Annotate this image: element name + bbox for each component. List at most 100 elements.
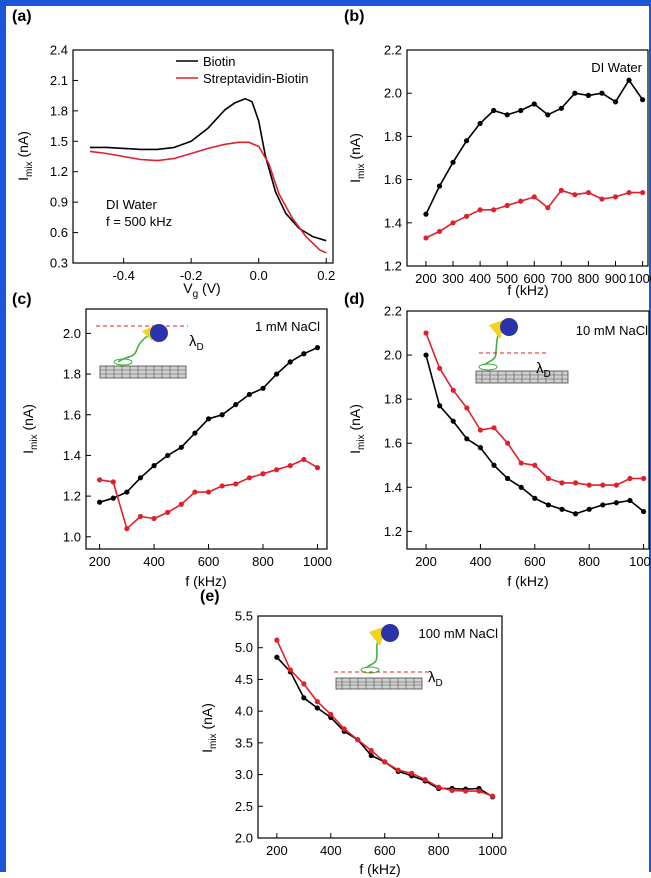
y-ticks-b: 1.2 1.4 1.6 1.8 2.0 2.2	[384, 43, 412, 274]
data-point-c-1-8	[205, 489, 212, 495]
data-point-b-1-13	[599, 196, 605, 202]
y-tick-label-b-5: 2.2	[384, 43, 402, 58]
plot-frame-b	[406, 49, 649, 267]
data-point-b-0-10	[558, 105, 564, 111]
substrate-c	[99, 365, 187, 379]
lambda-d-label-c: λD	[189, 333, 204, 353]
data-point-d-0-15	[627, 497, 633, 504]
y-tick-label-e-3: 3.5	[235, 735, 253, 750]
x-tick-label-b-8: 1000	[628, 271, 651, 286]
data-point-c-1-13	[274, 467, 280, 473]
data-point-e-0-3	[314, 705, 320, 711]
x-tick-label-b-5: 700	[550, 271, 572, 286]
data-point-e-1-10	[409, 770, 415, 776]
inset-schematic-c	[96, 324, 188, 379]
data-point-c-1-12	[260, 471, 266, 477]
data-point-e-1-15	[476, 788, 482, 794]
y-tick-label-e-2: 3.0	[235, 767, 253, 782]
y-tick-label-a-7: 2.4	[50, 43, 68, 58]
annotation-frequency-a: f = 500 kHz	[106, 214, 172, 229]
data-point-c-0-16	[314, 345, 321, 351]
protein-sphere-c	[150, 324, 168, 342]
annotation-nacl-d: 10 mM NaCl	[576, 323, 648, 338]
y-tick-label-e-7: 5.5	[235, 609, 253, 624]
data-point-c-1-7	[192, 489, 198, 495]
data-point-c-0-9	[219, 412, 225, 418]
data-point-d-1-6	[505, 440, 511, 446]
biotin-c	[113, 358, 133, 366]
data-point-c-0-13	[274, 371, 280, 377]
y-tick-label-a-0: 0.3	[50, 256, 68, 271]
x-axis-label-b: f (kHz)	[507, 282, 548, 298]
data-point-e-0-7	[368, 752, 374, 759]
y-tick-label-a-4: 1.5	[50, 134, 68, 149]
series-line-a-0	[89, 97, 327, 242]
data-point-b-1-16	[639, 189, 646, 196]
data-point-d-0-1	[437, 403, 443, 409]
data-point-e-1-0	[274, 637, 280, 643]
y-tick-label-d-2: 1.6	[384, 436, 402, 451]
y-tick-label-d-0: 1.2	[384, 524, 402, 539]
data-point-c-1-16	[314, 465, 321, 471]
x-tick-label-b-6: 800	[578, 271, 600, 286]
data-point-e-1-12	[436, 784, 442, 790]
data-point-b-0-12	[585, 92, 592, 98]
data-point-b-1-6	[504, 202, 510, 209]
data-point-d-1-10	[559, 480, 565, 486]
x-ticks-a: -0.4 -0.2 0.0 0.2	[112, 258, 335, 283]
panel-e: (e) λD 200 400 600 800 1000 2.0 2.5 3.0 3.5 4.0 4…	[186, 586, 507, 878]
x-axis-label-e: f (kHz)	[359, 861, 400, 877]
series-line-e-1	[276, 639, 493, 797]
panel-c: (c) λD 200 400 600 800 1000 1.0 1.2 1.4 1.6 1.8 2…	[6, 289, 336, 589]
data-point-e-1-11	[422, 777, 428, 783]
x-tick-label-d-3: 800	[578, 554, 600, 569]
data-point-c-0-7	[192, 430, 198, 436]
chart-b: 2003004005006007008009001000 1.21.41.61.…	[347, 43, 651, 299]
y-tick-label-e-6: 5.0	[235, 640, 253, 655]
data-point-c-0-15	[301, 351, 307, 357]
series-group-a	[89, 97, 327, 254]
y-tick-label-d-5: 2.2	[384, 304, 402, 319]
plot-frame-d	[406, 310, 650, 550]
y-tick-label-b-2: 1.6	[384, 172, 402, 187]
data-point-d-1-12	[586, 482, 592, 488]
chart-d: λD 200 400 600 800 1000 1.2 1.4 1.6 1.8 2.0 2.2 f…	[347, 304, 651, 590]
x-tick-label-d-2: 600	[524, 554, 546, 569]
y-tick-label-c-0: 1.0	[63, 529, 81, 544]
y-axis-label-a: Imix (nA)	[15, 131, 35, 181]
x-ticks-d: 200 400 600 800 1000	[415, 544, 651, 569]
panel-b: (b) 2003004005006007008009001000 1.21.41…	[336, 6, 651, 299]
data-point-b-1-9	[545, 205, 551, 211]
y-ticks-e: 2.0 2.5 3.0 3.5 4.0 4.5 5.0 5.5	[235, 609, 263, 846]
y-tick-label-c-5: 2.0	[63, 326, 81, 341]
data-point-e-1-4	[328, 711, 334, 717]
plot-frame-e	[257, 615, 503, 839]
data-point-b-1-1	[436, 228, 443, 235]
y-tick-label-c-2: 1.4	[63, 448, 81, 463]
y-tick-label-b-0: 1.2	[384, 259, 402, 274]
y-tick-label-a-6: 2.1	[50, 73, 68, 88]
biotin-e	[360, 666, 380, 674]
data-point-c-0-14	[287, 359, 293, 365]
inset-schematic-e	[334, 624, 432, 690]
data-point-d-0-7	[518, 484, 524, 490]
data-point-d-1-13	[600, 482, 606, 488]
x-ticks-b: 200 300 400 500 600 700 800 9001000	[415, 261, 651, 286]
data-point-d-0-2	[450, 418, 456, 424]
data-point-c-0-12	[260, 385, 266, 391]
x-tick-label-a-1: -0.2	[180, 268, 202, 283]
data-point-c-1-6	[178, 501, 184, 507]
data-point-d-1-11	[572, 480, 579, 486]
data-point-b-1-10	[558, 187, 564, 193]
x-tick-label-e-2: 600	[374, 843, 396, 858]
y-tick-label-e-1: 2.5	[235, 799, 253, 814]
x-axis-label-d: f (kHz)	[507, 573, 548, 589]
data-point-e-0-0	[274, 654, 280, 660]
data-point-c-0-1	[110, 495, 116, 501]
series-line-b-0	[425, 79, 644, 215]
x-tick-label-a-3: 0.2	[317, 268, 335, 283]
x-tick-label-c-0: 200	[89, 554, 111, 569]
data-point-c-1-15	[301, 456, 307, 463]
data-point-b-0-14	[612, 99, 619, 105]
